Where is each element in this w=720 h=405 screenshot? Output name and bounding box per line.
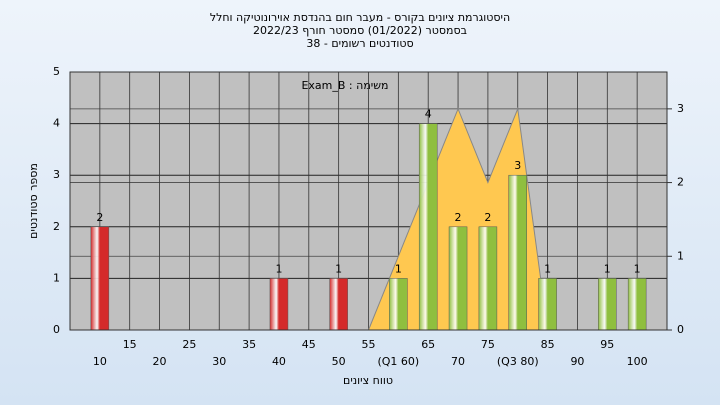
- x-tick-label: 55: [362, 338, 376, 351]
- chart-title: היסטוגרמת ציונים בקורס - מעבר חום בהנדסת…: [210, 11, 510, 24]
- y-tick-label: 2: [53, 220, 60, 233]
- y-tick-label: 4: [53, 117, 60, 130]
- bar: [90, 226, 110, 331]
- data-label: 2: [484, 211, 491, 224]
- chart-subtitle: בסמסטר (01/2022) סמסטר חורף 2022/23: [253, 24, 467, 37]
- y-tick-label: 3: [53, 168, 60, 181]
- x-tick-label: 45: [302, 338, 316, 351]
- x-tick-label: 85: [541, 338, 555, 351]
- bar: [329, 278, 348, 331]
- y-tick-label: 0: [53, 323, 60, 336]
- y2-tick-label: 1: [677, 249, 684, 262]
- data-label: 4: [425, 108, 432, 121]
- bar: [598, 278, 617, 331]
- data-label: 1: [604, 262, 611, 275]
- x-tick-label: 70: [451, 355, 465, 368]
- x-tick-label: 25: [182, 338, 196, 351]
- data-label: 3: [514, 159, 521, 172]
- x-tick-label: 90: [570, 355, 584, 368]
- annotation: משימה : Exam_B: [301, 79, 388, 92]
- data-label: 1: [275, 262, 282, 275]
- y2-tick-label: 3: [677, 102, 684, 115]
- y-axis-label: מספר סטודנטים: [27, 163, 40, 239]
- x-tick-label: 15: [123, 338, 137, 351]
- x-tick-label: 50: [332, 355, 346, 368]
- x-tick-label: 75: [481, 338, 495, 351]
- x-tick-label: 100: [627, 355, 648, 368]
- y2-tick-label: 2: [677, 176, 684, 189]
- x-tick-label: 10: [93, 355, 107, 368]
- x-tick-label: 30: [212, 355, 226, 368]
- y2-tick-label: 0: [677, 323, 684, 336]
- bar: [538, 278, 557, 331]
- x-tick-label: 95: [600, 338, 614, 351]
- bar: [418, 123, 438, 331]
- x-tick-label: 20: [153, 355, 167, 368]
- bar: [627, 278, 647, 331]
- x-tick-label: (Q3 80): [497, 355, 539, 368]
- data-label: 1: [544, 262, 551, 275]
- chart-subtitle: סטודנטים רשומים - 38: [306, 37, 413, 50]
- bar: [389, 278, 408, 331]
- bar: [269, 278, 289, 331]
- data-label: 1: [395, 262, 402, 275]
- bar: [508, 174, 527, 331]
- x-tick-label: 65: [421, 338, 435, 351]
- x-tick-label: 35: [242, 338, 256, 351]
- bar: [448, 226, 468, 331]
- data-label: 1: [335, 262, 342, 275]
- y-tick-label: 1: [53, 271, 60, 284]
- data-label: 2: [455, 211, 462, 224]
- data-label: 2: [96, 211, 103, 224]
- x-tick-label: (Q1 60): [377, 355, 419, 368]
- plot-border: [69, 71, 668, 331]
- y-tick-label: 5: [53, 65, 60, 78]
- bar: [478, 226, 498, 331]
- x-axis-label: טווח ציונים: [343, 374, 393, 387]
- data-label: 1: [634, 262, 641, 275]
- x-tick-label: 40: [272, 355, 286, 368]
